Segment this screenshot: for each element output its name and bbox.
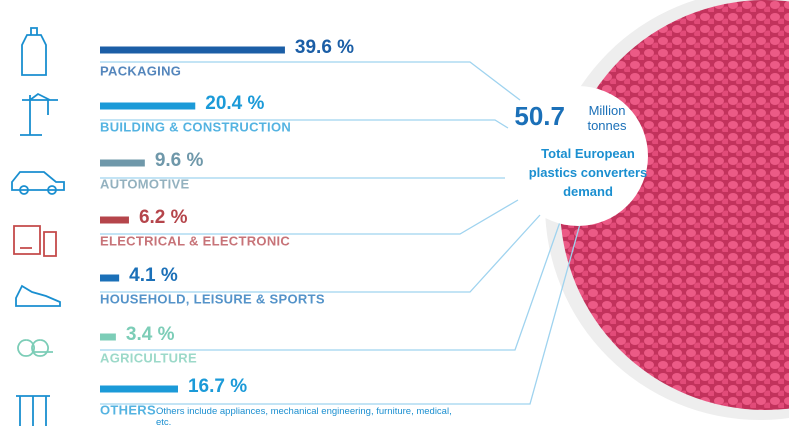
value-label: 39.6 %: [295, 37, 354, 58]
note-box: Others include appliances, mechanical en…: [156, 406, 456, 436]
value-label: 16.7 %: [188, 376, 247, 397]
bar: [100, 217, 129, 224]
value-label: 3.4 %: [126, 324, 175, 345]
note: Others include appliances, mechanical en…: [156, 406, 456, 428]
category-label: AUTOMOTIVE: [100, 176, 189, 191]
value-label: 4.1 %: [129, 265, 178, 286]
category-label: PACKAGING: [100, 63, 181, 78]
bar: [100, 47, 285, 54]
value-label: 20.4 %: [205, 93, 264, 114]
icons: [12, 28, 64, 426]
category-label: BUILDING & CONSTRUCTION: [100, 119, 291, 134]
bar: [100, 103, 195, 110]
total-value: 50.7: [514, 101, 565, 131]
category-label: HOUSEHOLD, LEISURE & SPORTS: [100, 291, 325, 306]
bar: [100, 386, 178, 393]
bar: [100, 334, 116, 341]
total-label-box: Total European plastics converters deman…: [528, 144, 648, 204]
infographic: 50.7 Million tonnes Total European plast…: [0, 0, 789, 448]
bar: [100, 160, 145, 167]
category-label: ELECTRICAL & ELECTRONIC: [100, 233, 290, 248]
total-unit: Million tonnes: [572, 103, 642, 133]
value-label: 6.2 %: [139, 207, 188, 228]
total-unit-box: Million tonnes: [572, 103, 642, 137]
bar: [100, 275, 119, 282]
category-label: AGRICULTURE: [100, 350, 197, 365]
category-label: OTHERS: [100, 402, 156, 417]
value-label: 9.6 %: [155, 150, 204, 171]
total-label: Total European plastics converters deman…: [528, 144, 648, 201]
